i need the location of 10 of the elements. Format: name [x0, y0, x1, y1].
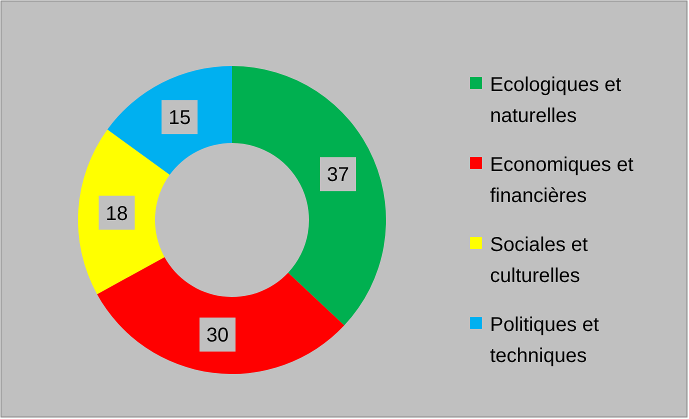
data-label: 15: [168, 107, 191, 130]
legend-label: Sociales et culturelles: [490, 234, 588, 287]
data-label: 18: [106, 202, 128, 225]
data-label: 30: [206, 324, 229, 347]
legend-label: Politiques et techniques: [490, 314, 600, 367]
legend-label: Economiques et financières: [490, 154, 634, 207]
legend-label: Ecologiques et naturelles: [490, 74, 622, 127]
data-label: 37: [326, 164, 350, 186]
donut-slice: [97, 257, 344, 374]
donut-slice: [232, 66, 386, 326]
